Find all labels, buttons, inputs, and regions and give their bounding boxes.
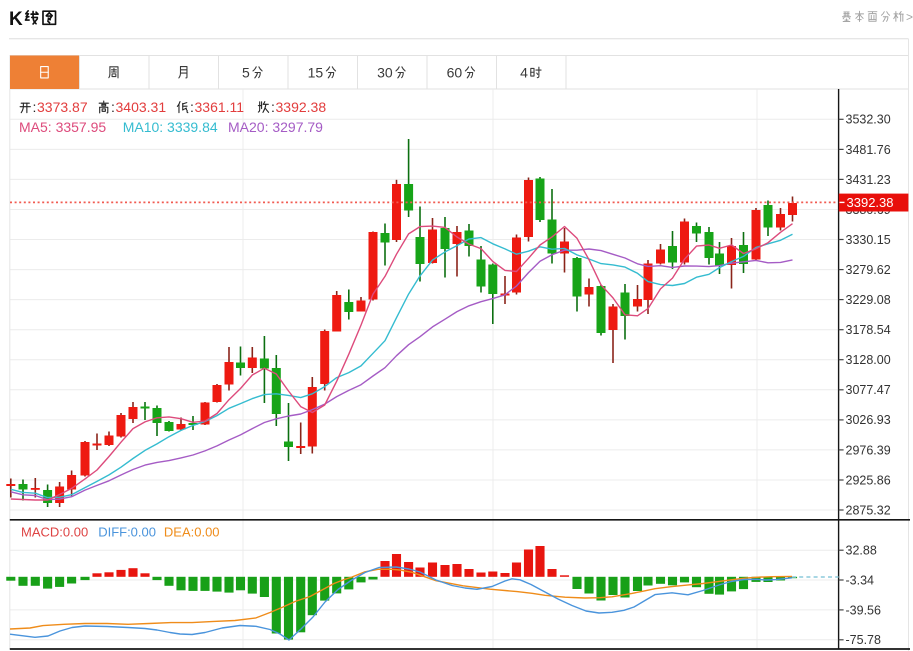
svg-text:3178.54: 3178.54: [846, 323, 891, 337]
svg-text::: :: [33, 99, 37, 115]
svg-text:3229.08: 3229.08: [846, 293, 891, 307]
svg-text:3128.00: 3128.00: [846, 353, 891, 367]
svg-text:3361.11: 3361.11: [195, 99, 245, 115]
svg-text:3392.38: 3392.38: [276, 99, 327, 115]
svg-text:3481.76: 3481.76: [846, 143, 891, 157]
svg-text:3026.93: 3026.93: [846, 413, 891, 427]
svg-text:MACD:0.00: MACD:0.00: [21, 524, 88, 539]
svg-text:2925.86: 2925.86: [846, 473, 891, 487]
svg-text:3279.62: 3279.62: [846, 263, 891, 277]
svg-text:3431.23: 3431.23: [846, 173, 891, 187]
svg-text::: :: [111, 99, 115, 115]
svg-text:5: 5: [242, 65, 250, 81]
svg-text::: :: [190, 99, 194, 115]
svg-text:MA10: 3339.84: MA10: 3339.84: [123, 119, 218, 135]
svg-text:-75.78: -75.78: [846, 633, 881, 647]
svg-text:MA20: 3297.79: MA20: 3297.79: [228, 119, 323, 135]
svg-text:MA5: 3357.95: MA5: 3357.95: [19, 119, 106, 135]
svg-text::: :: [271, 99, 275, 115]
svg-text:DIFF:0.00: DIFF:0.00: [98, 524, 156, 539]
svg-text:60: 60: [447, 65, 463, 81]
svg-text:3392.38: 3392.38: [847, 195, 894, 210]
svg-text:2875.32: 2875.32: [846, 503, 891, 517]
svg-text:-3.34: -3.34: [846, 573, 875, 587]
svg-text:3373.87: 3373.87: [37, 99, 88, 115]
svg-text:32.88: 32.88: [846, 544, 877, 558]
svg-text:3532.30: 3532.30: [846, 113, 891, 127]
svg-text:-39.56: -39.56: [846, 603, 881, 617]
svg-text:30: 30: [377, 65, 393, 81]
svg-text:3077.47: 3077.47: [846, 383, 891, 397]
svg-text:4: 4: [520, 65, 528, 81]
svg-text:15: 15: [308, 65, 324, 81]
svg-text:DEA:0.00: DEA:0.00: [164, 524, 220, 539]
svg-text:2976.39: 2976.39: [846, 443, 891, 457]
svg-text:K: K: [9, 9, 23, 30]
svg-text:3403.31: 3403.31: [116, 99, 167, 115]
svg-text:>: >: [906, 10, 913, 24]
svg-text:3330.15: 3330.15: [846, 233, 891, 247]
